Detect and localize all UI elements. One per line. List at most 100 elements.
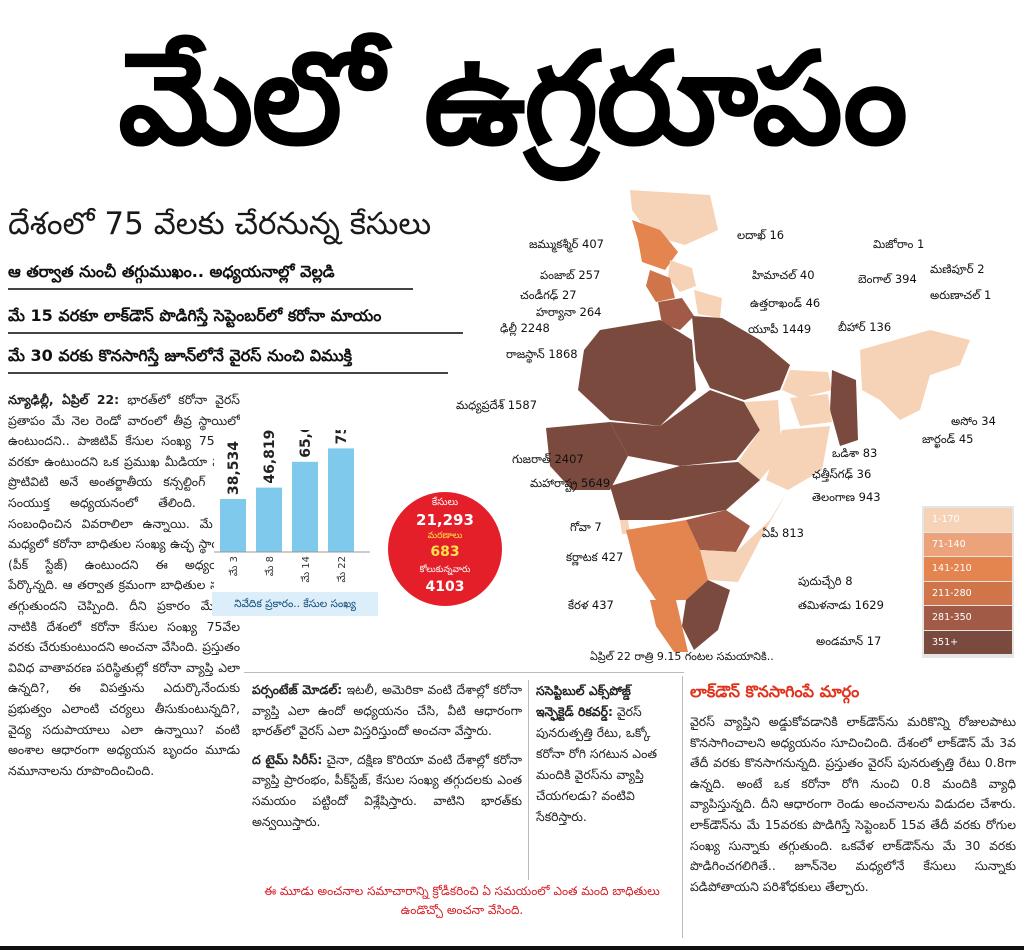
model-column: ససెప్టిబుల్ ఎక్స్‌పోజ్డ్ ఇన్ఫెక్టెడ్ రిక… (536, 680, 672, 827)
map-region-himachal (668, 260, 696, 292)
bar (328, 448, 354, 552)
map-region-punjab (646, 270, 675, 302)
bar-category-label: మే 3 (228, 556, 240, 576)
map-label: గోవా 7 (570, 520, 602, 534)
legend-item: 1-170 (924, 508, 1012, 532)
map-label: అరుణాచల్ 1 (930, 288, 992, 302)
subheadline: దేశంలో 75 వేలకు చేరనున్న కేసులు (8, 206, 432, 242)
map-label: చండీగఢ్ 27 (520, 288, 577, 302)
bullet-point: ఆ తర్వాత నుంచీ తగ్గుముఖం.. అధ్యయనాల్లో వ… (8, 262, 335, 281)
map-region-northeast (860, 330, 970, 420)
map-label: మిజోరాం 1 (873, 237, 925, 251)
legend-item: 281-350 (924, 606, 1012, 630)
map-label: హర్యానా 264 (536, 305, 602, 319)
map-label: తెలంగాణ 943 (812, 490, 881, 504)
map-region-telangana (686, 510, 750, 552)
map-label: మహారాష్ట్ర 5649 (530, 476, 611, 490)
bar (292, 461, 318, 552)
divider (8, 288, 413, 290)
bar (256, 487, 282, 552)
map-label: కర్ణాటక 427 (566, 550, 624, 564)
article-text: భారత్‌లో కరోనా వైరస్ ప్రతాపం మే నెల రెండ… (8, 392, 240, 778)
map-region-gujarat (546, 422, 628, 490)
recovered-value: 4103 (425, 579, 465, 595)
model-lead: ససెప్టిబుల్ ఎక్స్‌పోజ్డ్ ఇన్ఫెక్టెడ్ రిక… (536, 683, 631, 719)
map-region-rajasthan (578, 320, 696, 426)
model-column: పర్సంటేజ్ మోడల్: ఇటలీ, అమెరికా వంటి దేశా… (252, 680, 522, 840)
divider (8, 372, 448, 374)
map-legend: 1-170 71-140 141-210 211-280 281-350 351… (922, 506, 1014, 658)
model-text: వైరస్ పునరుత్పత్తి రేటు, ఒక్కో కరోనా రోగ… (536, 704, 658, 824)
india-map-svg (546, 190, 970, 652)
map-region-chhattisgarh (738, 400, 782, 480)
map-label: కేరళ 437 (568, 598, 614, 612)
dateline: న్యూఢిల్లీ, ఏప్రిల్ 22: (8, 392, 120, 407)
map-region-kerala (650, 600, 688, 652)
map-label: ఢిల్లీ 2248 (500, 321, 550, 335)
map-label: బెంగాల్ 394 (858, 272, 917, 286)
bar-chart: 38,534 మే 3 46,819 మే 8 65,601 మే 14 75,349 మే … (214, 430, 380, 616)
map-label: అండమాన్ 17 (816, 634, 882, 648)
map-region-tamil-nadu (682, 580, 730, 650)
divider (0, 946, 1024, 950)
bar-category-label: మే 14 (300, 556, 312, 582)
recovered-label: కోలుకున్నవారు (419, 565, 471, 575)
highlight-note: ఈ మూడు అంచనాల సమాచారాన్ని క్రోడీకరించి ఏ… (264, 884, 660, 917)
bullet-point: మే 15 వరకూ లాక్‌డౌన్ పొడిగిస్తే సెప్టెంబ… (8, 306, 382, 325)
cases-value: 21,293 (416, 511, 474, 529)
model-lead: ద టైమ్ సిరీస్: (252, 751, 323, 767)
model-paragraph: ద టైమ్ సిరీస్: చైనా, దక్షిణ కొరియా వంటి … (252, 750, 522, 832)
divider (8, 332, 463, 334)
map-label: పంజాబ్ 257 (540, 268, 601, 282)
divider (528, 680, 529, 880)
map-region-maharashtra (610, 462, 760, 520)
map-region-bihar (782, 370, 832, 398)
divider (244, 672, 684, 673)
deaths-label: మరణాలు (427, 531, 463, 541)
legend-item: 71-140 (924, 532, 1012, 556)
map-region-karnataka (626, 520, 708, 600)
map-region-andhra-pradesh (700, 490, 788, 582)
section-title: లాక్‌డౌన్ కొనసాగింపే మార్గం (690, 682, 860, 701)
legend-item: 211-280 (924, 581, 1012, 605)
map-region-jharkhand (790, 394, 832, 426)
map-label: లదాఖ్ 16 (737, 228, 785, 242)
bar-value-label: 38,534 (226, 441, 242, 495)
map-footnote: ఏప్రిల్ 22 రాత్రి 9.15 గంటల సమయానికి.. (590, 650, 774, 663)
map-label: తమిళనాడు 1629 (798, 598, 884, 612)
map-label: ఏపీ 813 (762, 526, 804, 540)
article-body: న్యూఢిల్లీ, ఏప్రిల్ 22: భారత్‌లో కరోనా వ… (8, 390, 240, 930)
totals-circle: కేసులు 21,293 మరణాలు 683 కోలుకున్నవారు 4… (388, 492, 502, 606)
map-region-uttar-pradesh (692, 316, 790, 400)
map-label: ఉత్తరాఖండ్ 46 (750, 296, 821, 310)
cases-label: కేసులు (431, 497, 459, 508)
bar-category-label: మే 8 (264, 556, 276, 576)
map-label: యూపీ 1449 (748, 322, 812, 336)
india-map (460, 190, 1020, 670)
map-region-madhya-pradesh (610, 390, 760, 466)
section-text: వైరస్ వ్యాప్తిని అడ్డుకోవడానికి లాక్‌డౌన… (690, 714, 1016, 894)
model-text: చైనా, దక్షిణ కొరియా వంటి దేశాల్లో కరోనా … (252, 751, 522, 829)
map-label: జమ్ముకశ్మీర్ 407 (529, 237, 604, 251)
map-label: అసోం 34 (951, 414, 996, 428)
bar-value-label: 46,819 (262, 430, 278, 484)
chart-caption: నివేదిక ప్రకారం.. కేసుల సంఖ్య (212, 592, 378, 616)
map-label: రాజస్థాన్ 1868 (506, 347, 578, 361)
bar-value-label: 65,601 (298, 430, 314, 458)
model-text: ఇటలీ, అమెరికా వంటి దేశాల్లో కరోనా వ్యాప్… (252, 682, 522, 739)
map-label: ఒడిశా 83 (832, 446, 878, 460)
legend-item: 141-210 (924, 557, 1012, 581)
map-region-odisha (766, 426, 830, 490)
deaths-value: 683 (430, 544, 460, 560)
model-lead: పర్సంటేజ్ మోడల్: (252, 682, 343, 697)
bar (220, 499, 246, 552)
bar-value-label: 75,349 (334, 430, 350, 444)
map-label: ఛత్తీస్‌గఢ్ 36 (812, 467, 872, 481)
model-paragraph: పర్సంటేజ్ మోడల్: ఇటలీ, అమెరికా వంటి దేశా… (252, 680, 522, 742)
map-label: జార్ఖండ్ 45 (922, 432, 974, 446)
map-region-uttarakhand (694, 290, 722, 318)
headline: మేలో ఉగ్రరూపం (118, 25, 908, 174)
divider (682, 676, 683, 938)
map-label: పుదుచ్చేరి 8 (798, 574, 853, 588)
bar-category-label: మే 22 (336, 556, 348, 582)
